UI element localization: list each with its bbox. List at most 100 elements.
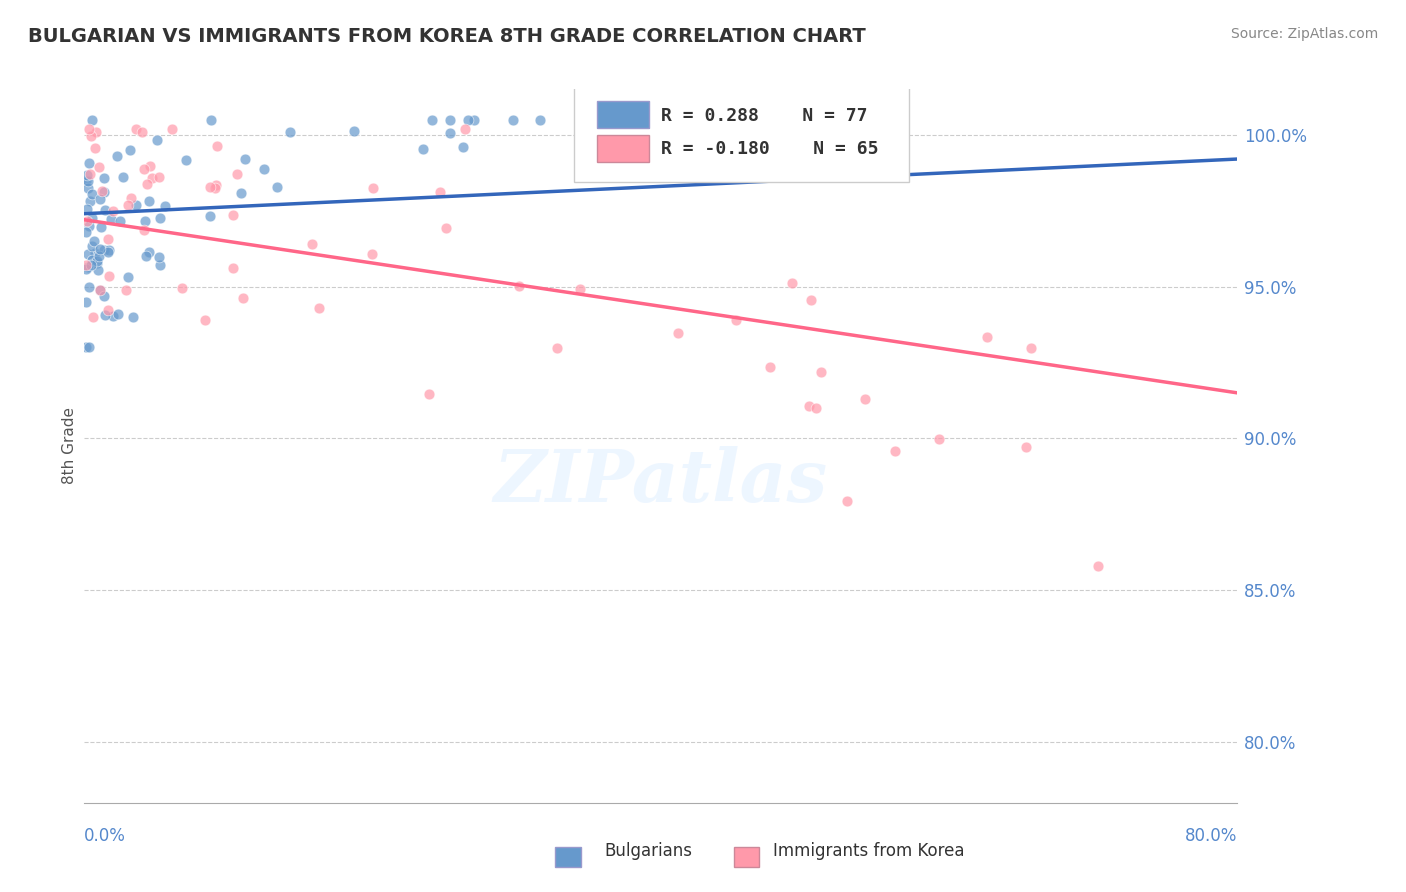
Point <box>308 301 330 315</box>
Point <box>225 167 247 181</box>
Point <box>90 220 112 235</box>
Point <box>131 125 153 139</box>
Point <box>77 260 100 274</box>
Point <box>429 185 451 199</box>
Point <box>118 143 141 157</box>
Point <box>76 202 98 216</box>
Point <box>546 341 568 355</box>
Point <box>884 444 907 458</box>
Point <box>90 184 112 198</box>
Point <box>439 126 461 140</box>
Point <box>172 280 194 294</box>
Point <box>204 181 226 195</box>
Point <box>198 209 221 223</box>
Point <box>79 167 101 181</box>
Point <box>797 399 820 413</box>
Point <box>101 310 124 324</box>
Point <box>148 250 170 264</box>
Point <box>75 295 97 310</box>
Point <box>252 162 274 177</box>
FancyBboxPatch shape <box>575 82 908 182</box>
Point <box>278 125 301 139</box>
Point <box>89 283 111 297</box>
Point <box>83 246 105 260</box>
Point <box>1021 342 1043 356</box>
Point <box>412 142 434 156</box>
Point <box>451 139 474 153</box>
Point <box>76 169 98 183</box>
Point <box>82 211 104 225</box>
Point <box>79 121 101 136</box>
Point <box>98 243 121 257</box>
Point <box>463 112 485 127</box>
Point <box>89 192 111 206</box>
Point <box>132 162 155 177</box>
Point <box>107 307 129 321</box>
Point <box>138 245 160 260</box>
Point <box>853 392 876 406</box>
Point <box>420 112 443 127</box>
Point <box>418 387 440 401</box>
Point <box>233 152 256 166</box>
Point <box>82 112 104 127</box>
Point <box>502 112 524 127</box>
Point <box>105 149 128 163</box>
Point <box>153 199 176 213</box>
Point <box>707 150 730 164</box>
Point <box>89 283 111 297</box>
Point <box>149 211 172 225</box>
Point <box>204 178 226 192</box>
Point <box>80 186 103 201</box>
Point <box>804 401 827 416</box>
Point <box>134 214 156 228</box>
Point <box>75 225 97 239</box>
Point <box>194 313 217 327</box>
Point <box>222 208 245 222</box>
Text: Source: ZipAtlas.com: Source: ZipAtlas.com <box>1230 27 1378 41</box>
Point <box>568 282 591 296</box>
Point <box>77 174 100 188</box>
Point <box>79 194 101 208</box>
Point <box>100 211 122 226</box>
Text: R = -0.180    N = 65: R = -0.180 N = 65 <box>661 140 879 158</box>
Point <box>782 277 804 291</box>
Point <box>93 289 115 303</box>
Text: R = 0.288    N = 77: R = 0.288 N = 77 <box>661 107 868 125</box>
Point <box>83 234 105 248</box>
Point <box>439 112 461 127</box>
Point <box>84 126 107 140</box>
Point <box>125 121 148 136</box>
Point <box>928 432 950 446</box>
Point <box>141 171 163 186</box>
Point <box>457 112 479 127</box>
Point <box>89 160 111 174</box>
Point <box>146 133 169 147</box>
Point <box>138 159 160 173</box>
Point <box>200 112 222 127</box>
Point <box>135 177 157 191</box>
Point <box>77 247 100 261</box>
Point <box>135 249 157 263</box>
Point <box>343 124 366 138</box>
Point <box>114 283 136 297</box>
Point <box>229 186 252 201</box>
Point <box>76 213 98 227</box>
Point <box>97 302 120 317</box>
Point <box>77 340 100 354</box>
Point <box>98 269 121 284</box>
Point <box>89 249 111 263</box>
Point <box>436 220 458 235</box>
Point <box>80 258 103 272</box>
Point <box>117 198 139 212</box>
Point <box>93 243 115 257</box>
Point <box>132 222 155 236</box>
Point <box>76 181 98 195</box>
Text: BULGARIAN VS IMMIGRANTS FROM KOREA 8TH GRADE CORRELATION CHART: BULGARIAN VS IMMIGRANTS FROM KOREA 8TH G… <box>28 27 866 45</box>
Point <box>84 141 107 155</box>
Point <box>835 494 858 508</box>
Point <box>976 330 998 344</box>
Point <box>800 293 823 307</box>
Point <box>454 121 477 136</box>
Point <box>138 194 160 209</box>
FancyBboxPatch shape <box>598 135 650 162</box>
